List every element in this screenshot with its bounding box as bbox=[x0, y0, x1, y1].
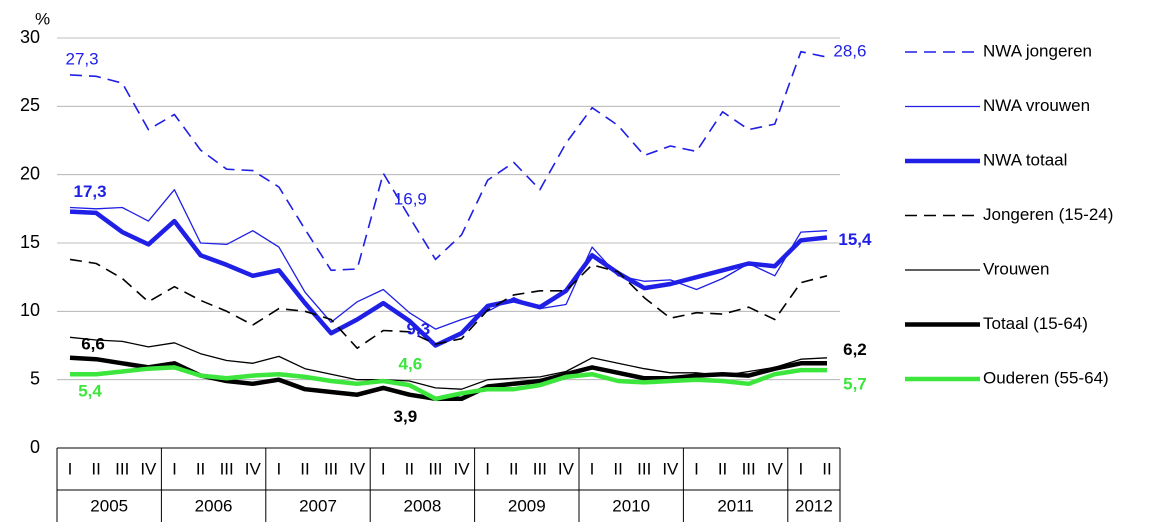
data-label: 27,3 bbox=[66, 49, 99, 68]
series-line bbox=[70, 365, 827, 402]
x-tick-label: IV bbox=[140, 459, 157, 478]
year-label: 2009 bbox=[508, 496, 546, 515]
year-label: 2008 bbox=[403, 496, 441, 515]
data-label: 16,9 bbox=[394, 190, 427, 209]
data-label: 5,4 bbox=[78, 382, 102, 401]
data-label: 6,6 bbox=[81, 334, 105, 353]
x-tick-label: III bbox=[324, 459, 338, 478]
x-tick-label: I bbox=[694, 459, 699, 478]
legend-label: NWA vrouwen bbox=[983, 96, 1090, 115]
x-tick-label: III bbox=[220, 459, 234, 478]
x-tick-label: IV bbox=[767, 459, 784, 478]
y-tick-label: 0 bbox=[30, 437, 40, 457]
x-tick-label: II bbox=[196, 459, 205, 478]
legend-label: NWA totaal bbox=[983, 150, 1067, 169]
y-tick-label: 25 bbox=[20, 95, 40, 115]
data-label: 4,6 bbox=[399, 355, 423, 374]
x-tick-label: IV bbox=[349, 459, 366, 478]
y-tick-label: 20 bbox=[20, 163, 40, 183]
year-label: 2010 bbox=[612, 496, 650, 515]
x-tick-label: III bbox=[637, 459, 651, 478]
legend-label: Ouderen (55-64) bbox=[983, 368, 1109, 387]
x-tick-label: IV bbox=[454, 459, 471, 478]
year-label: 2005 bbox=[90, 496, 128, 515]
y-tick-label: 10 bbox=[20, 300, 40, 320]
series-line bbox=[69, 50, 828, 272]
x-tick-label: II bbox=[300, 459, 309, 478]
series-line bbox=[69, 258, 828, 349]
x-tick-label: III bbox=[115, 459, 129, 478]
data-label: 3,9 bbox=[394, 407, 418, 426]
x-tick-label: I bbox=[485, 459, 490, 478]
x-tick-label: I bbox=[68, 459, 73, 478]
series-line bbox=[69, 189, 828, 330]
data-label: 5,7 bbox=[843, 375, 867, 394]
x-tick-label: II bbox=[405, 459, 414, 478]
x-tick-label: IV bbox=[558, 459, 575, 478]
legend-label: Vrouwen bbox=[983, 259, 1049, 278]
x-tick-label: II bbox=[822, 459, 831, 478]
data-label: 17,3 bbox=[74, 182, 107, 201]
year-label: 2006 bbox=[195, 496, 233, 515]
data-label: 28,6 bbox=[833, 42, 866, 61]
x-tick-label: I bbox=[590, 459, 595, 478]
y-tick-label: 15 bbox=[20, 232, 40, 252]
x-tick-label: II bbox=[509, 459, 518, 478]
y-tick-label: 30 bbox=[20, 27, 40, 47]
x-tick-label: I bbox=[381, 459, 386, 478]
x-tick-label: II bbox=[613, 459, 622, 478]
legend-label: Totaal (15-64) bbox=[983, 314, 1088, 333]
legend-label: Jongeren (15-24) bbox=[983, 205, 1113, 224]
x-tick-label: III bbox=[428, 459, 442, 478]
x-tick-label: III bbox=[533, 459, 547, 478]
legend-label: NWA jongeren bbox=[983, 41, 1092, 60]
data-label: 9,3 bbox=[407, 319, 431, 338]
y-axis-label: % bbox=[35, 9, 50, 28]
year-label: 2007 bbox=[299, 496, 337, 515]
data-label: 15,4 bbox=[838, 230, 872, 249]
x-tick-label: I bbox=[172, 459, 177, 478]
y-tick-label: 5 bbox=[30, 368, 40, 388]
x-tick-label: I bbox=[798, 459, 803, 478]
x-tick-label: I bbox=[276, 459, 281, 478]
x-tick-label: IV bbox=[245, 459, 262, 478]
x-tick-label: IV bbox=[662, 459, 679, 478]
year-label: 2012 bbox=[795, 496, 833, 515]
x-tick-label: II bbox=[91, 459, 100, 478]
data-label: 6,2 bbox=[843, 340, 867, 359]
x-tick-label: II bbox=[718, 459, 727, 478]
year-label: 2011 bbox=[717, 496, 754, 515]
series-line bbox=[69, 209, 828, 348]
x-tick-label: III bbox=[742, 459, 756, 478]
